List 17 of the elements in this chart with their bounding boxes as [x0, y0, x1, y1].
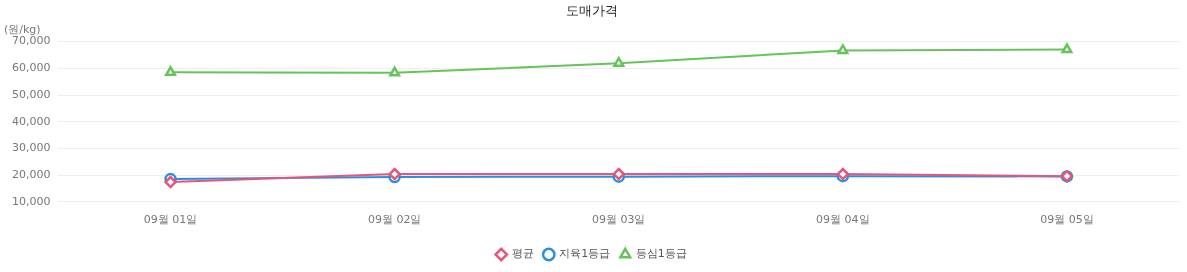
x-tick-label: 09월 05일: [1040, 213, 1094, 227]
chart-title: 도매가격: [565, 3, 618, 19]
y-tick-label: 50,000: [11, 87, 51, 101]
y-tick-label: 40,000: [11, 114, 51, 128]
x-tick-label: 09월 01일: [143, 213, 198, 227]
y-tick-label: 70,000: [11, 34, 51, 48]
x-tick-label: 09월 04일: [816, 213, 870, 227]
y-tick-label: 20,000: [11, 167, 51, 181]
y-tick-label: 60,000: [11, 61, 51, 75]
y-tick-label: 30,000: [11, 141, 51, 155]
legend-label: 평균: [511, 247, 534, 261]
legend-label: 지육1등급: [559, 247, 611, 261]
y-axis-title: (원/kg): [4, 22, 41, 36]
y-tick-label: 10,000: [11, 194, 51, 208]
x-tick-label: 09월 02일: [367, 213, 422, 227]
legend-label: 등심1등급: [635, 247, 687, 261]
x-tick-label: 09월 03일: [591, 213, 646, 227]
